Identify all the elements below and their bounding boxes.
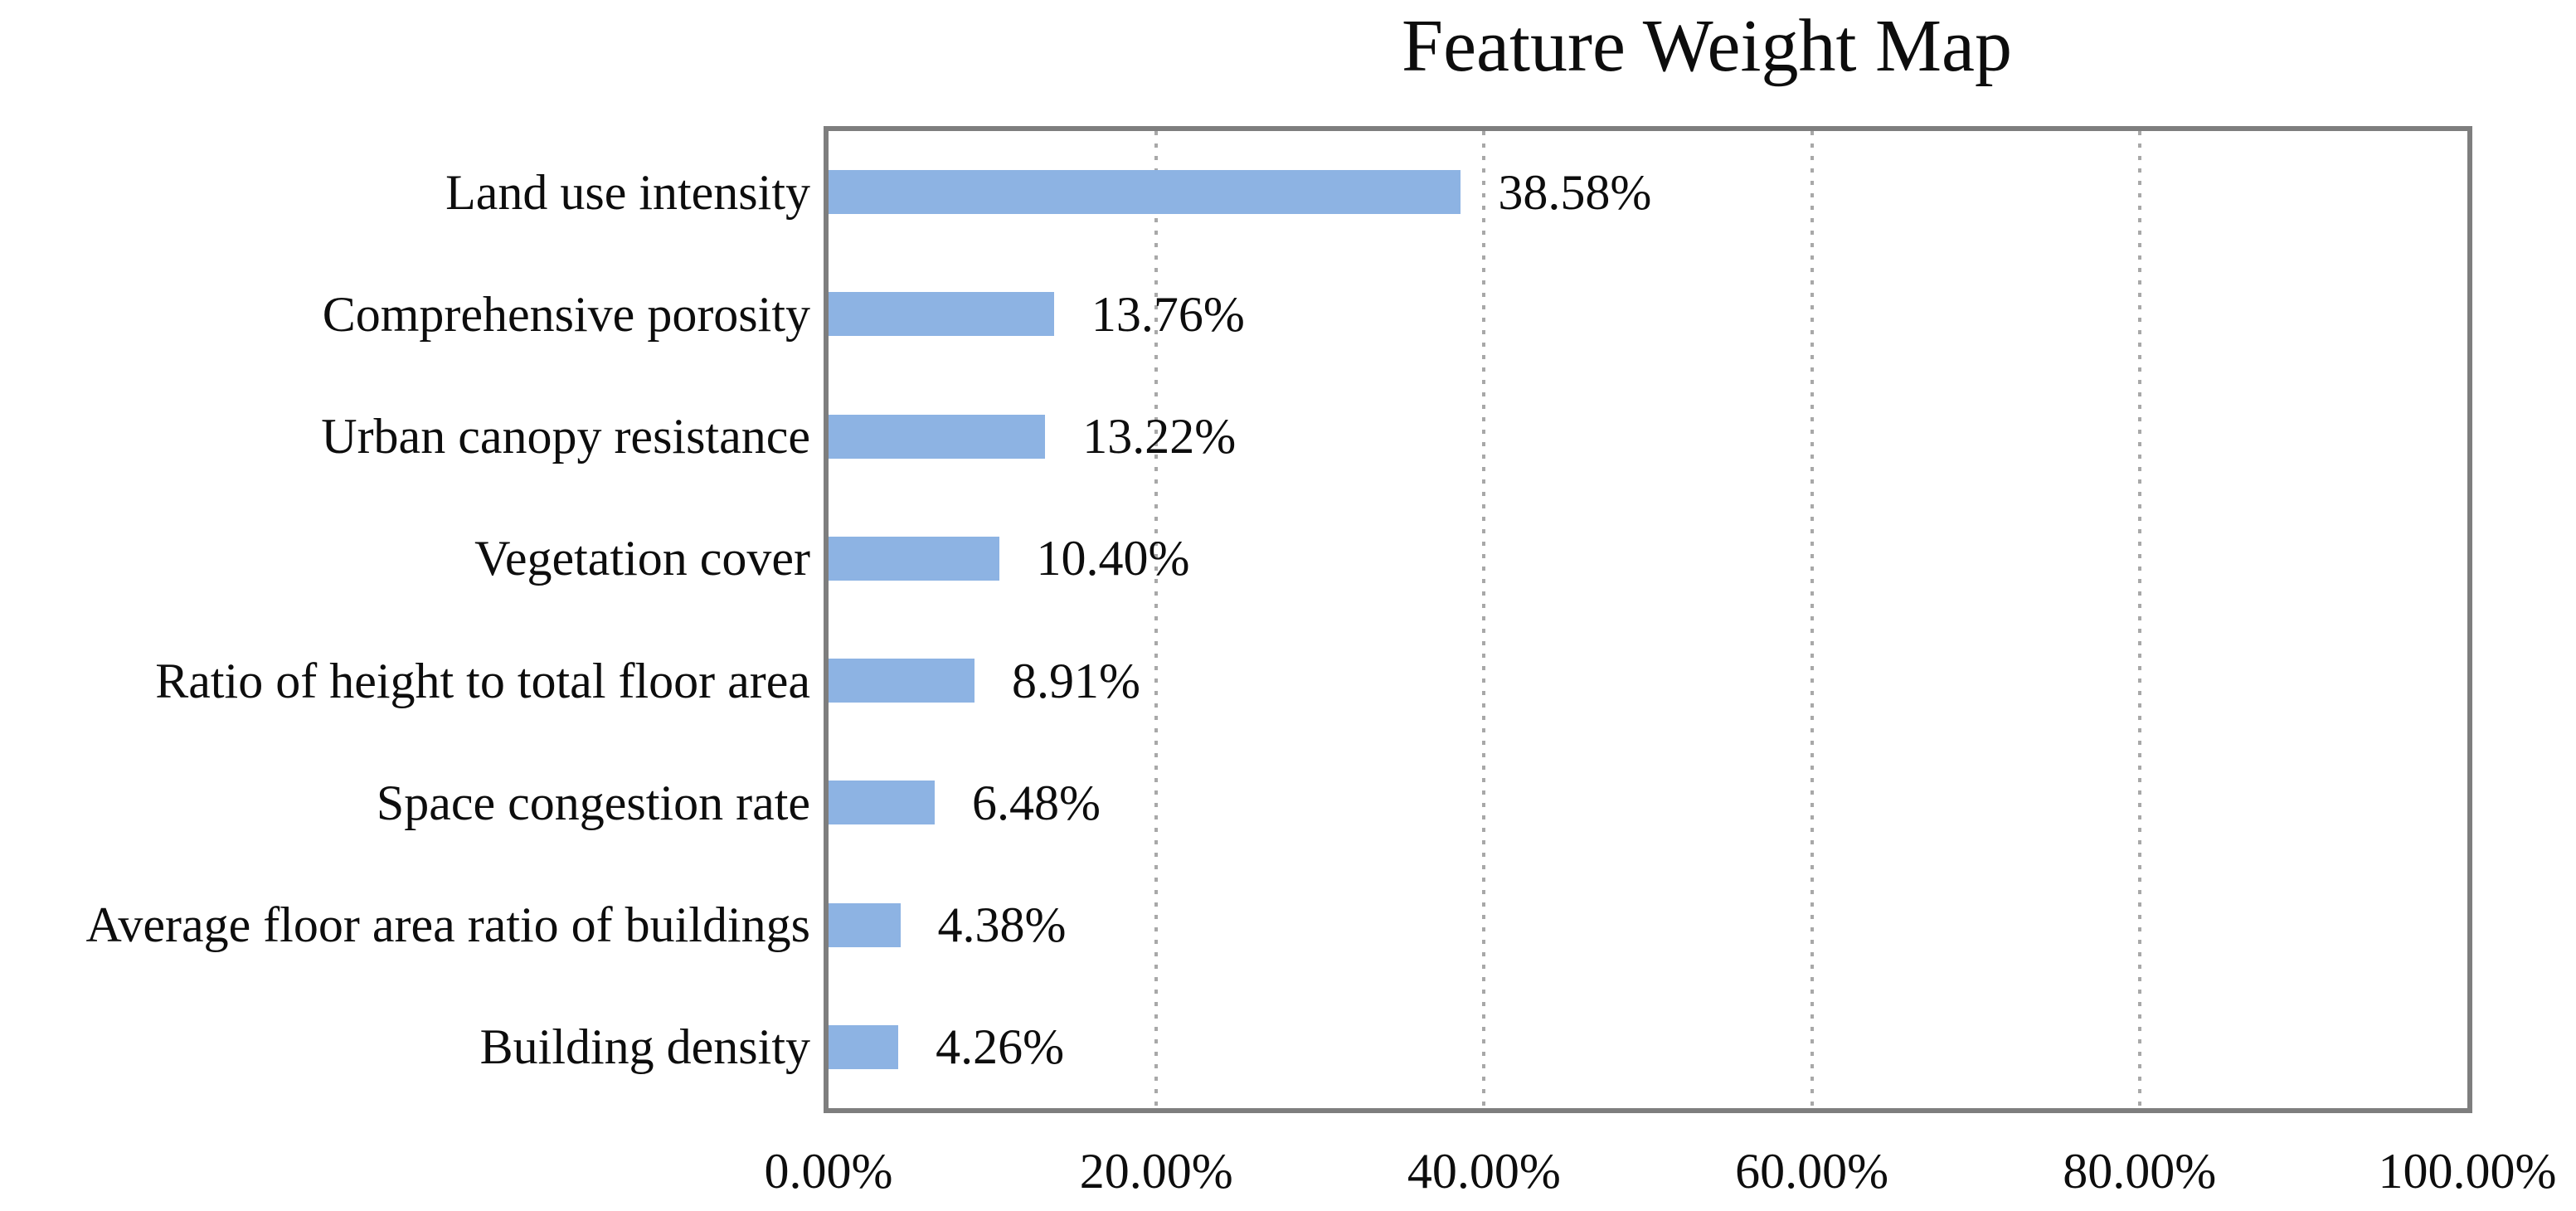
gridline bbox=[1810, 131, 1814, 1108]
gridline bbox=[1154, 131, 1159, 1108]
x-tick-label: 40.00% bbox=[1407, 1144, 1561, 1199]
bar-value-label: 13.22% bbox=[1082, 409, 1237, 464]
bar-value-label: 4.26% bbox=[936, 1019, 1065, 1075]
bar bbox=[829, 292, 1054, 337]
x-tick-label: 60.00% bbox=[1735, 1144, 1889, 1199]
plot-inner: 38.58% 13.76% 13.22% 10.40% 8.91% 6.48% 4.38% 4… bbox=[829, 131, 2467, 1108]
bar-value-label: 4.38% bbox=[937, 897, 1067, 953]
bar bbox=[829, 1024, 899, 1069]
plot-area: 38.58% 13.76% 13.22% 10.40% 8.91% 6.48% 4.38% 4… bbox=[824, 126, 2472, 1113]
category-label: Ratio of height to total floor area bbox=[155, 653, 810, 708]
bar bbox=[829, 536, 999, 581]
category-label: Vegetation cover bbox=[474, 531, 810, 586]
category-label: Building density bbox=[479, 1019, 810, 1075]
bar-value-label: 8.91% bbox=[1012, 653, 1141, 708]
category-label: Average floor area ratio of buildings bbox=[85, 897, 810, 953]
gridline bbox=[2137, 131, 2141, 1108]
bar bbox=[829, 902, 901, 947]
category-label: Land use intensity bbox=[445, 164, 810, 220]
category-label: Urban canopy resistance bbox=[321, 409, 810, 464]
bar-value-label: 10.40% bbox=[1036, 531, 1190, 586]
x-axis: 0.00% 20.00% 40.00% 60.00% 80.00% 100.00% bbox=[0, 1146, 2576, 1206]
bar-value-label: 38.58% bbox=[1498, 164, 1652, 220]
chart-title: Feature Weight Map bbox=[1402, 5, 2012, 87]
x-tick-label: 0.00% bbox=[764, 1144, 893, 1199]
x-tick-label: 20.00% bbox=[1079, 1144, 1233, 1199]
x-tick-label: 80.00% bbox=[2063, 1144, 2217, 1199]
category-label: Space congestion rate bbox=[376, 775, 810, 830]
category-axis: Land use intensity Comprehensive porosity… bbox=[0, 131, 810, 1108]
x-tick-label: 100.00% bbox=[2378, 1144, 2557, 1199]
bar bbox=[829, 170, 1461, 215]
gridline bbox=[1482, 131, 1486, 1108]
category-label: Comprehensive porosity bbox=[322, 286, 810, 342]
bar-value-label: 13.76% bbox=[1091, 286, 1245, 342]
bar bbox=[829, 659, 975, 703]
bar bbox=[829, 781, 936, 825]
bar-value-label: 6.48% bbox=[972, 775, 1101, 830]
bar bbox=[829, 414, 1046, 459]
